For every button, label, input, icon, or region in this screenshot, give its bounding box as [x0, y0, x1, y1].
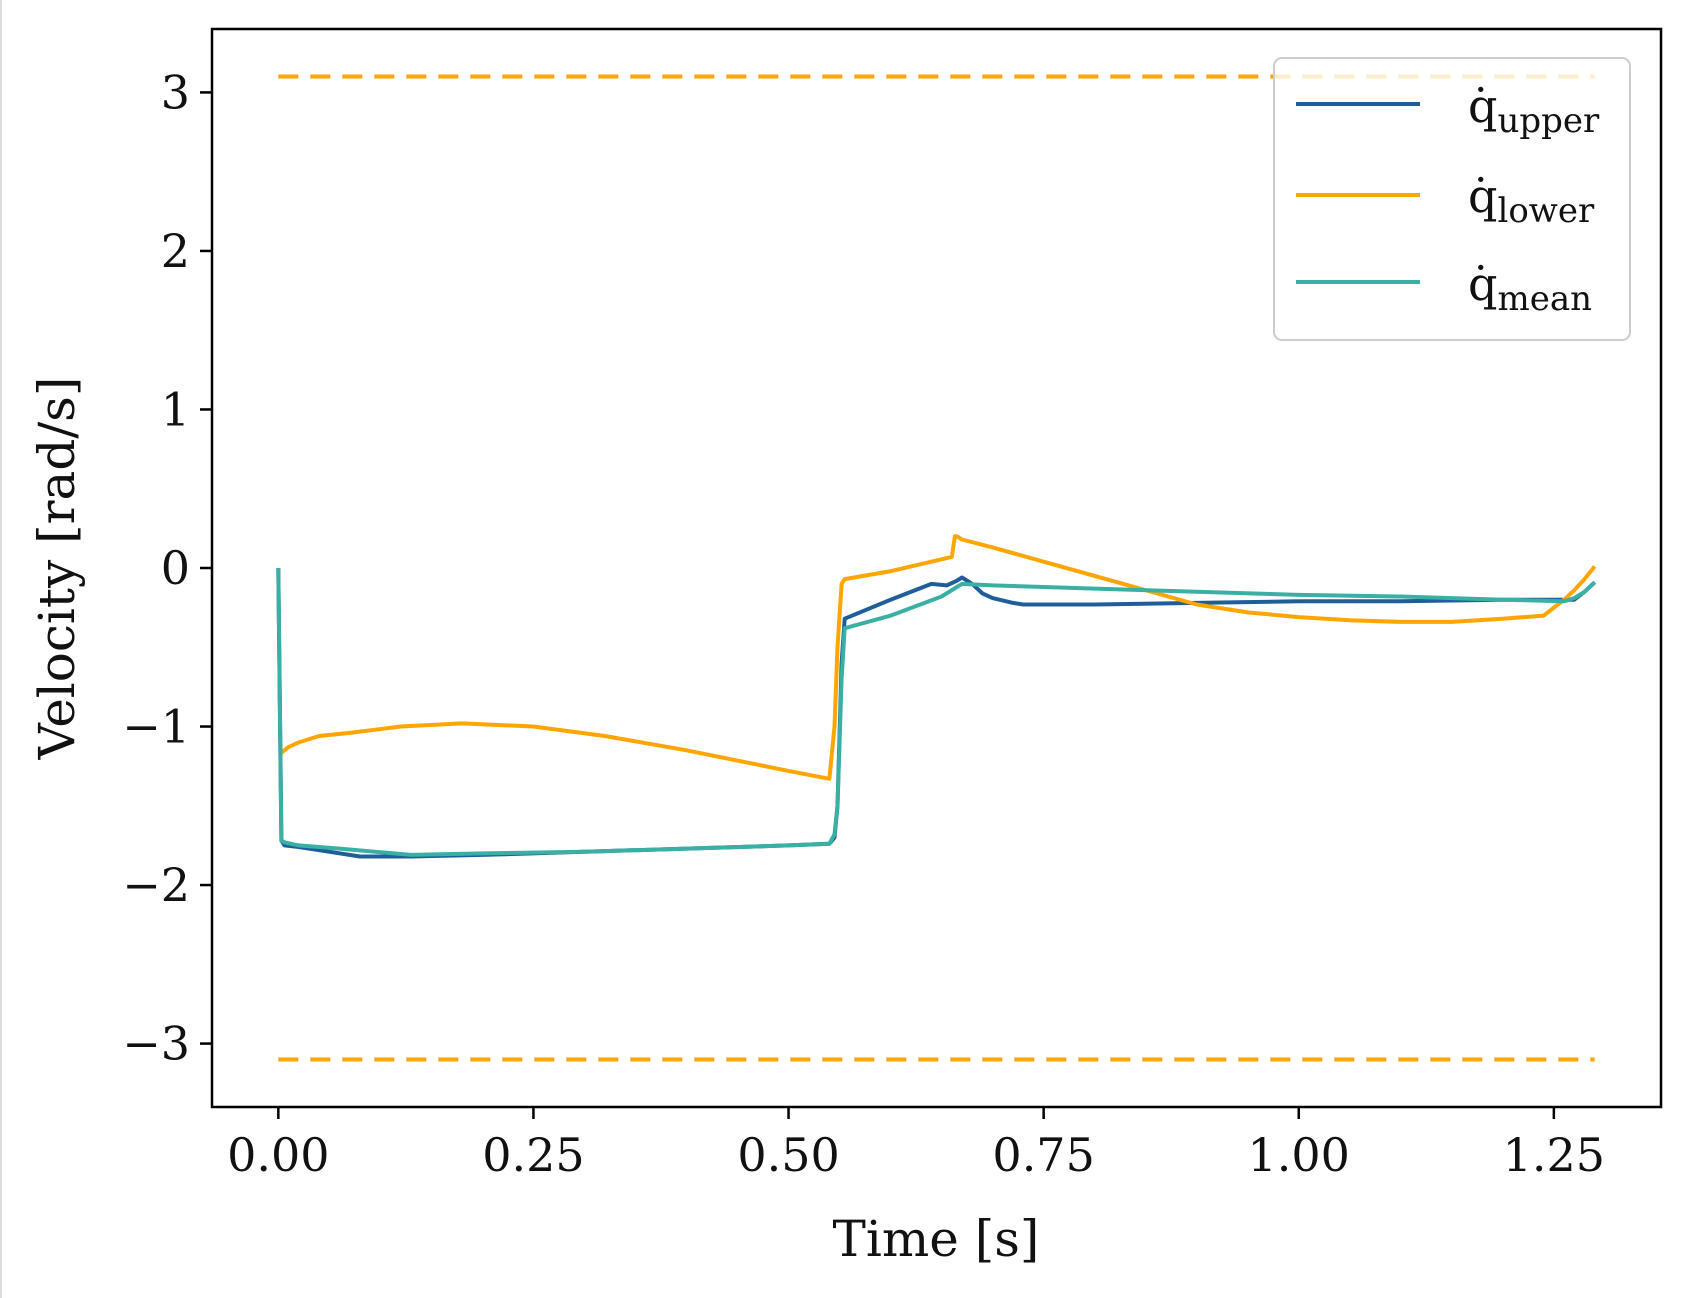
y-axis-label: Velocity [rad/s] [28, 377, 86, 761]
x-tick-label: 0.75 [992, 1128, 1094, 1182]
y-tick-label: 1 [161, 382, 190, 436]
legend-symbol-mean: q̇ [1468, 257, 1497, 311]
legend-entry-lower: q̇lower [1468, 169, 1595, 231]
legend: q̇upper q̇lower q̇mean [1273, 57, 1631, 341]
x-axis-label: Time [s] [833, 1210, 1040, 1268]
x-tick-label: 0.00 [227, 1128, 329, 1182]
legend-subscript-mean: mean [1497, 279, 1592, 319]
legend-entry-mean: q̇mean [1468, 257, 1592, 319]
y-tick-label: 2 [161, 224, 190, 278]
x-tick-label: 0.25 [482, 1128, 584, 1182]
x-tick-label: 1.00 [1248, 1128, 1350, 1182]
legend-subscript-lower: lower [1497, 191, 1595, 231]
x-axis-ticks: 0.00 0.25 0.50 0.75 1.00 1.25 [227, 1107, 1605, 1182]
y-tick-label: 0 [161, 541, 190, 595]
series-line-lower [279, 534, 1597, 781]
legend-frame [1273, 57, 1631, 341]
y-axis-ticks: −3 −2 −1 0 1 2 3 [122, 65, 212, 1071]
y-tick-label: 3 [161, 65, 190, 119]
series-line-mean [276, 567, 1597, 857]
x-tick-label: 0.50 [737, 1128, 839, 1182]
legend-symbol-upper: q̇ [1468, 79, 1497, 133]
x-tick-label: 1.25 [1503, 1128, 1605, 1182]
legend-subscript-upper: upper [1497, 101, 1600, 141]
y-tick-label: −2 [122, 858, 190, 912]
y-tick-label: −1 [122, 700, 190, 754]
series-lines [276, 534, 1597, 859]
y-tick-label: −3 [122, 1017, 190, 1071]
legend-symbol-lower: q̇ [1468, 169, 1497, 223]
series-line-upper [276, 567, 1597, 859]
legend-entry-upper: q̇upper [1468, 79, 1600, 141]
